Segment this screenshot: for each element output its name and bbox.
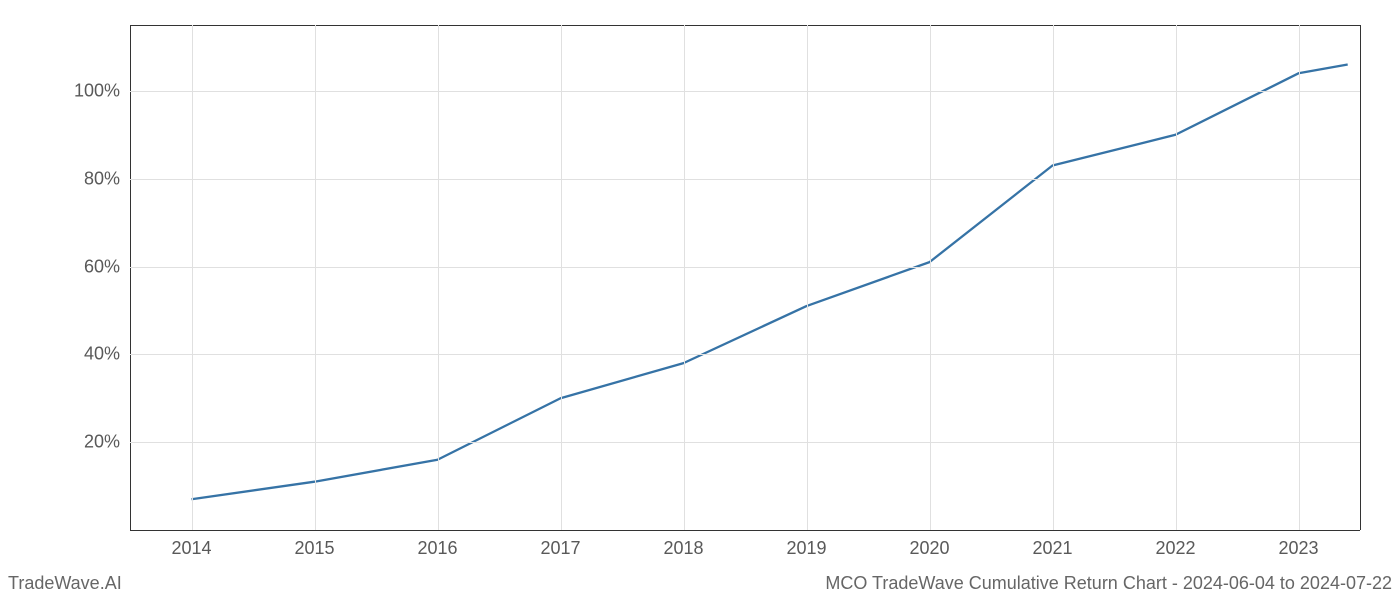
chart-container: TradeWave.AI MCO TradeWave Cumulative Re… [0,0,1400,600]
grid-v [438,25,439,530]
y-tick-label: 80% [60,168,120,189]
grid-v [1299,25,1300,530]
x-tick-label: 2016 [417,538,457,559]
footer-left-label: TradeWave.AI [8,573,122,594]
grid-h [130,442,1360,443]
x-tick-label: 2017 [540,538,580,559]
grid-v [930,25,931,530]
grid-v [561,25,562,530]
x-tick-label: 2023 [1278,538,1318,559]
grid-v [1053,25,1054,530]
x-tick-label: 2019 [786,538,826,559]
y-tick-label: 40% [60,344,120,365]
grid-h [130,267,1360,268]
axis-spine-left [130,25,131,530]
x-tick-label: 2021 [1032,538,1072,559]
footer-right-label: MCO TradeWave Cumulative Return Chart - … [825,573,1392,594]
grid-h [130,179,1360,180]
grid-v [807,25,808,530]
grid-v [192,25,193,530]
y-tick-label: 60% [60,256,120,277]
grid-h [130,354,1360,355]
axis-spine-bottom [130,530,1360,531]
grid-v [1176,25,1177,530]
x-tick-label: 2015 [294,538,334,559]
axis-spine-right [1360,25,1361,530]
return-line [192,65,1348,500]
x-tick-label: 2022 [1155,538,1195,559]
y-tick-label: 100% [60,80,120,101]
y-tick-label: 20% [60,432,120,453]
grid-v [315,25,316,530]
x-tick-label: 2020 [909,538,949,559]
grid-v [684,25,685,530]
x-tick-label: 2018 [663,538,703,559]
grid-h [130,91,1360,92]
x-tick-label: 2014 [171,538,211,559]
